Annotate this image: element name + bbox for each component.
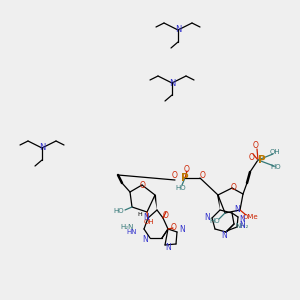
Text: NH₂: NH₂ bbox=[235, 223, 249, 229]
Text: O: O bbox=[231, 182, 237, 191]
Text: HO: HO bbox=[114, 208, 124, 214]
Text: O: O bbox=[171, 224, 177, 232]
Text: N: N bbox=[175, 26, 181, 34]
Text: O: O bbox=[163, 211, 169, 220]
Text: OMe: OMe bbox=[242, 214, 258, 220]
Text: P: P bbox=[258, 155, 266, 165]
Text: N: N bbox=[221, 232, 227, 241]
Text: O: O bbox=[184, 164, 190, 173]
Text: N: N bbox=[239, 215, 245, 224]
Text: O: O bbox=[253, 142, 259, 151]
Polygon shape bbox=[217, 195, 220, 210]
Text: O: O bbox=[249, 152, 255, 161]
Text: OH: OH bbox=[270, 149, 280, 155]
Text: N: N bbox=[169, 79, 175, 88]
Text: N: N bbox=[143, 214, 149, 223]
Text: O: O bbox=[200, 172, 206, 181]
Text: HO: HO bbox=[176, 185, 186, 191]
Text: N: N bbox=[142, 235, 148, 244]
Text: HO: HO bbox=[210, 218, 220, 224]
Text: N: N bbox=[165, 244, 171, 253]
Text: O: O bbox=[140, 181, 146, 190]
Text: P: P bbox=[181, 173, 189, 183]
Text: N: N bbox=[239, 220, 245, 230]
Polygon shape bbox=[154, 195, 157, 210]
Text: HN: HN bbox=[127, 229, 137, 235]
Text: N: N bbox=[204, 214, 210, 223]
Text: N: N bbox=[234, 205, 240, 214]
Text: HO: HO bbox=[271, 164, 281, 170]
Text: N: N bbox=[179, 226, 185, 235]
Text: H₂N: H₂N bbox=[121, 224, 134, 230]
Text: O: O bbox=[172, 170, 178, 179]
Text: OH: OH bbox=[144, 219, 154, 225]
Text: N: N bbox=[39, 143, 45, 152]
Text: H: H bbox=[138, 212, 142, 217]
